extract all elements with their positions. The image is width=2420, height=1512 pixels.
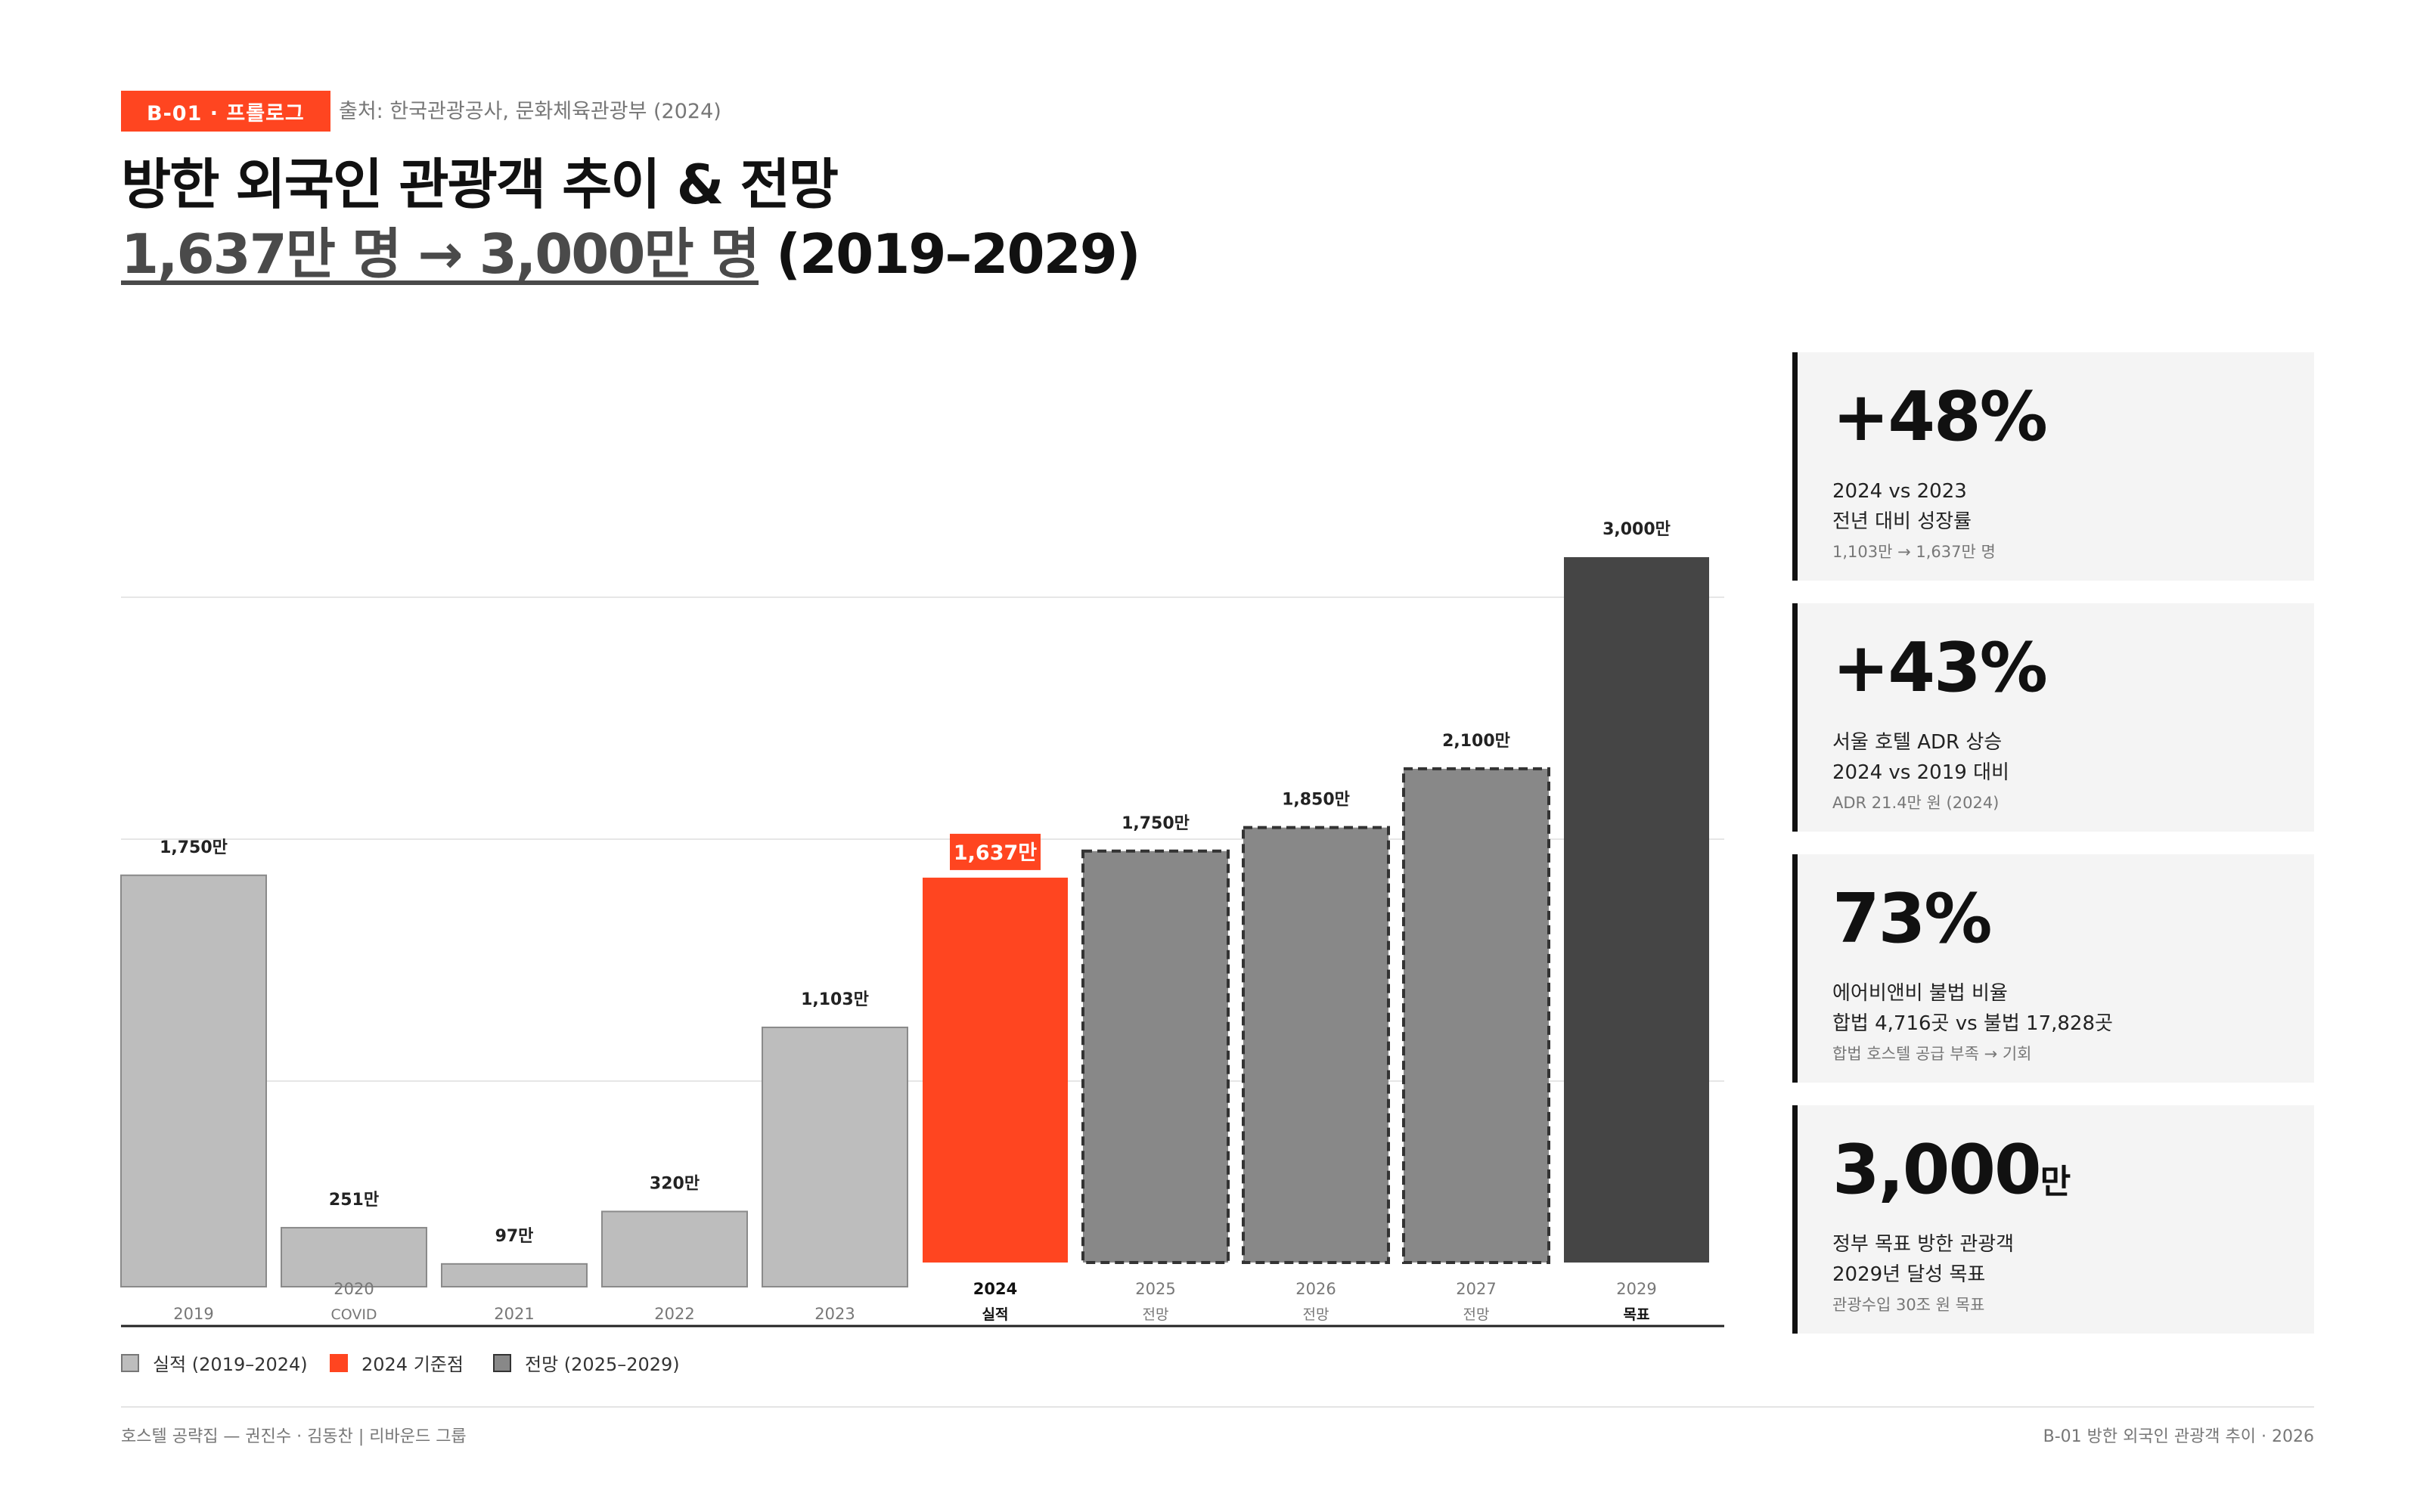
subtitle-suffix: (2019–2029) bbox=[759, 222, 1141, 286]
kpi-value: 3,000만 bbox=[1832, 1130, 2071, 1210]
tick-sublabel: COVID bbox=[330, 1306, 377, 1323]
data-label: 1,750만 bbox=[160, 838, 228, 857]
data-label: 1,750만 bbox=[1122, 814, 1190, 833]
kpi-label: 서울 호텔 ADR 상승 bbox=[1832, 731, 2003, 754]
kpi-card-growth: +48% 2024 vs 2023 전년 대비 성장률 1,103만 → 1,6… bbox=[1792, 352, 2314, 581]
tick-sublabel: 전망 bbox=[1463, 1306, 1490, 1323]
tick-sublabel: 전망 bbox=[1303, 1306, 1329, 1323]
tick-label: 2026 bbox=[1295, 1280, 1336, 1298]
kpi-label-secondary: 2029년 달성 목표 bbox=[1832, 1263, 1986, 1286]
kpi-label: 에어비앤비 불법 비율 bbox=[1832, 982, 2008, 1005]
bar-2029 bbox=[1564, 557, 1709, 1263]
data-label: 251만 bbox=[329, 1191, 379, 1210]
kpi-label: 정부 목표 방한 관광객 bbox=[1832, 1233, 2015, 1256]
kpi-note: ADR 21.4만 원 (2024) bbox=[1832, 794, 2000, 812]
bar-2024 bbox=[923, 877, 1068, 1263]
kpi-card-adr: +43% 서울 호텔 ADR 상승 2024 vs 2019 대비 ADR 21… bbox=[1792, 603, 2314, 832]
footer-divider bbox=[121, 1406, 2314, 1408]
kpi-value: +43% bbox=[1832, 628, 2048, 708]
kpi-label-secondary: 전년 대비 성장률 bbox=[1832, 510, 1972, 533]
data-label: 97만 bbox=[495, 1227, 534, 1246]
kpi-label: 2024 vs 2023 bbox=[1832, 480, 1967, 503]
data-label: 320만 bbox=[650, 1174, 700, 1193]
legend-label: 실적 (2019–2024) bbox=[153, 1354, 308, 1375]
kpi-card-target: 3,000만 정부 목표 방한 관광객 2029년 달성 목표 관광수입 30조… bbox=[1792, 1105, 2314, 1334]
tick-sublabel: 목표 bbox=[1624, 1306, 1650, 1323]
legend-label: 2024 기준점 bbox=[361, 1354, 464, 1375]
data-label: 1,637만 bbox=[954, 841, 1037, 865]
data-label: 1,103만 bbox=[801, 990, 869, 1009]
tick-label: 2020 bbox=[334, 1280, 374, 1298]
data-label: 3,000만 bbox=[1602, 520, 1671, 539]
legend-label: 전망 (2025–2029) bbox=[525, 1354, 680, 1375]
tick-label: 2024 bbox=[973, 1280, 1017, 1298]
tick-label: 2022 bbox=[654, 1305, 694, 1323]
kpi-value: +48% bbox=[1832, 377, 2048, 457]
kpi-note: 관광수입 30조 원 목표 bbox=[1832, 1296, 1985, 1314]
tick-sublabel: 전망 bbox=[1143, 1306, 1169, 1323]
footer-credits: 호스텔 공략집 — 권진수 · 김동찬 | 리바운드 그룹 bbox=[121, 1427, 467, 1446]
bar-2019 bbox=[120, 874, 267, 1287]
legend-swatch bbox=[493, 1353, 511, 1372]
kpi-label-secondary: 2024 vs 2019 대비 bbox=[1832, 761, 2009, 784]
kpi-note: 1,103만 → 1,637만 명 bbox=[1832, 543, 1996, 561]
tick-label: 2019 bbox=[173, 1305, 213, 1323]
bar-2025 bbox=[1081, 849, 1230, 1264]
data-label: 2,100만 bbox=[1442, 732, 1510, 751]
bar-2023 bbox=[762, 1026, 908, 1288]
legend-item-actual: 실적 (2019–2024) bbox=[121, 1349, 308, 1376]
data-label-badge bbox=[950, 833, 1041, 870]
kpi-note: 합법 호스텔 공급 부족 → 기회 bbox=[1832, 1045, 2032, 1063]
bar-2021 bbox=[441, 1263, 588, 1288]
tick-label: 2027 bbox=[1456, 1280, 1496, 1298]
legend-swatch bbox=[121, 1353, 139, 1372]
subtitle-highlight: 1,637만 명 → 3,000만 명 bbox=[121, 222, 760, 286]
page-title: 방한 외국인 관광객 추이 & 전망 bbox=[121, 153, 839, 216]
tick-label: 2021 bbox=[494, 1305, 534, 1323]
legend-swatch bbox=[330, 1353, 348, 1372]
data-label: 1,850만 bbox=[1282, 791, 1350, 810]
bar-2022 bbox=[601, 1210, 748, 1287]
bar-2020 bbox=[281, 1226, 427, 1287]
tick-label: 2023 bbox=[814, 1305, 855, 1323]
kpi-card-airbnb: 73% 에어비앤비 불법 비율 합법 4,716곳 vs 불법 17,828곳 … bbox=[1792, 854, 2314, 1083]
legend-item-forecast: 전망 (2025–2029) bbox=[493, 1349, 680, 1376]
kpi-value: 73% bbox=[1832, 879, 1992, 959]
source-note: 출처: 한국관광공사, 문화체육관광부 (2024) bbox=[339, 100, 721, 123]
tick-label: 2025 bbox=[1135, 1280, 1175, 1298]
legend-item-base: 2024 기준점 bbox=[330, 1349, 464, 1376]
footer-page-label: B-01 방한 외국인 관광객 추이 · 2026 bbox=[2043, 1427, 2314, 1446]
section-badge: B-01 · 프롤로그 bbox=[121, 91, 330, 132]
bar-2027 bbox=[1402, 767, 1550, 1264]
tick-label: 2029 bbox=[1616, 1280, 1656, 1298]
bar-2026 bbox=[1242, 826, 1390, 1264]
kpi-label-secondary: 합법 4,716곳 vs 불법 17,828곳 bbox=[1832, 1012, 2113, 1035]
page-subtitle: 1,637만 명 → 3,000만 명 (2019–2029) bbox=[121, 219, 1141, 289]
tick-sublabel: 실적 bbox=[982, 1306, 1009, 1323]
